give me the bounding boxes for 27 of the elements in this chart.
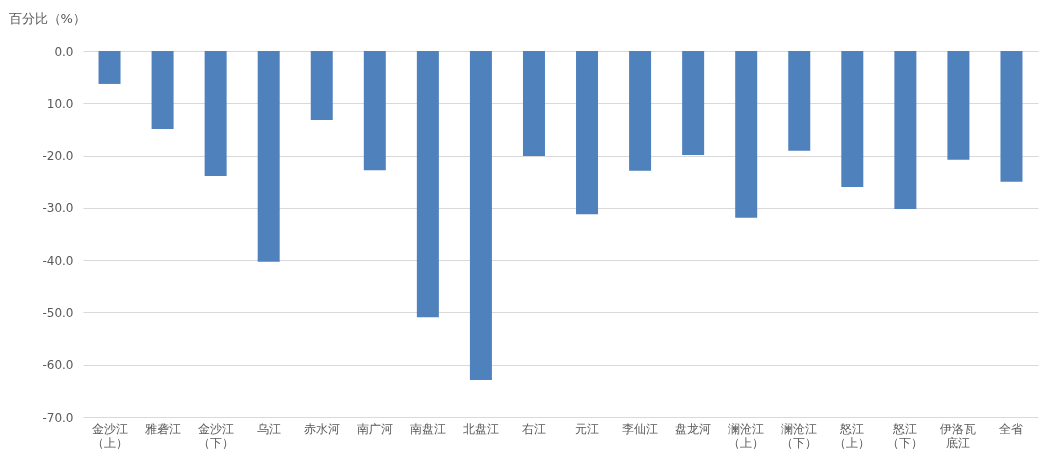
y-axis-title: 百分比（%） (8, 10, 86, 26)
x-tick-label: 元江 (575, 421, 600, 436)
y-tick-label: -50.0 (42, 305, 74, 320)
x-tick-label: 伊洛瓦底江 (940, 421, 977, 450)
x-tick-label: 怒江（下） (887, 421, 924, 450)
x-tick-label: 金沙江（下） (197, 421, 234, 450)
y-tick-label: -30.0 (42, 201, 74, 216)
y-tick-label: -20.0 (42, 149, 74, 164)
y-tick-label: 0.0 (54, 44, 74, 59)
x-tick-label: 赤水河 (303, 421, 340, 436)
x-tick-label: 金沙江（上） (91, 421, 128, 450)
y-tick-label: -70.0 (42, 410, 74, 425)
x-tick-label: 右江 (521, 421, 546, 436)
y-tick-label: -60.0 (42, 358, 74, 373)
x-tick-label: 乌江 (256, 421, 281, 436)
x-tick-label: 怒江（上） (834, 421, 871, 450)
x-tick-label: 北盘江 (462, 421, 499, 436)
x-tick-label: 澜沧江（下） (781, 421, 818, 450)
x-tick-label: 南广河 (356, 421, 393, 436)
x-tick-label: 雅砻江 (144, 421, 181, 436)
x-tick-label: 李仙江 (622, 421, 659, 436)
x-tick-label: 澜沧江（上） (728, 421, 765, 450)
x-tick-label: 盘龙河 (675, 421, 712, 436)
y-tick-label: -40.0 (42, 253, 74, 268)
y-tick-label: 10.0 (46, 96, 74, 111)
x-tick-label: 南盘江 (409, 421, 446, 436)
x-tick-label: 全省 (999, 421, 1024, 436)
